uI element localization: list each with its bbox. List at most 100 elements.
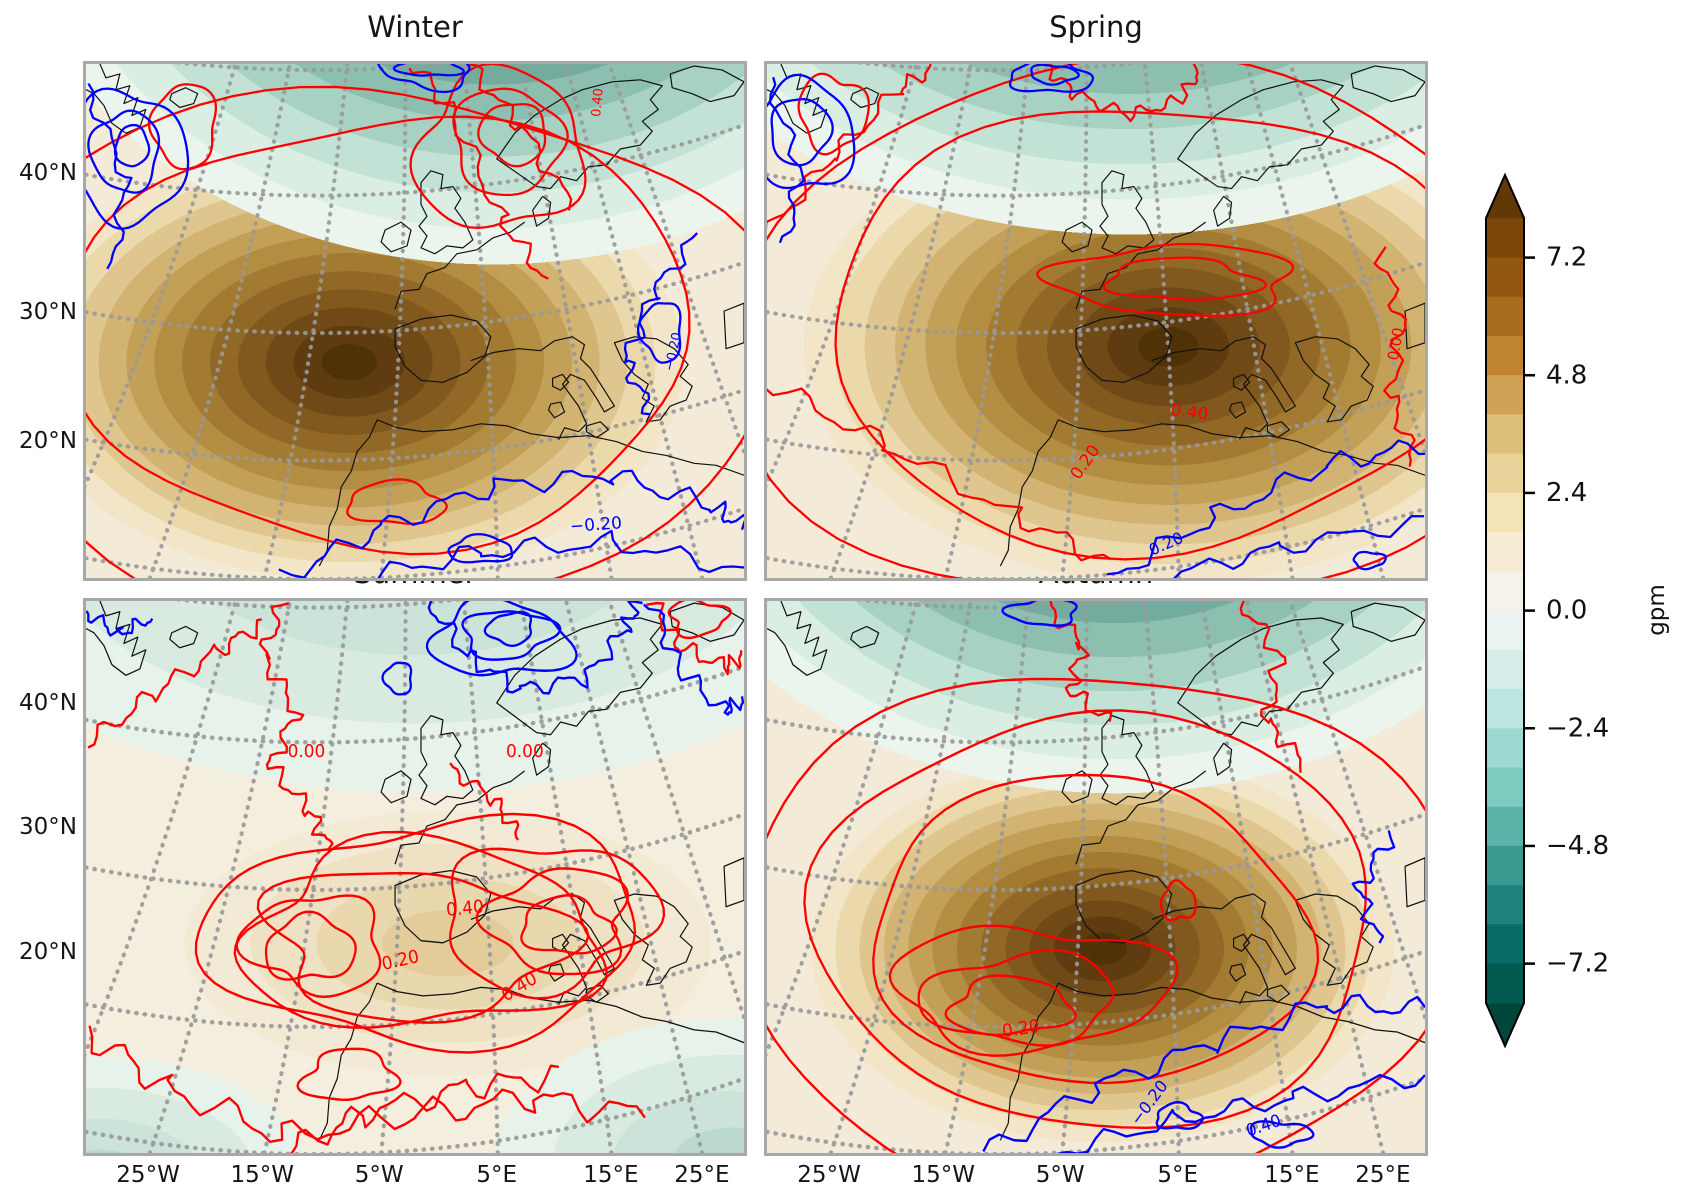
red-contour-line [235, 894, 382, 999]
summer-map: 0.00 0.000.400.400.20 [86, 601, 744, 1153]
red-contour-line [86, 115, 691, 556]
x-tick-label: 5°E [1157, 1162, 1198, 1188]
red-contour-line [233, 830, 608, 1029]
blue-contour-line [87, 109, 161, 194]
blue-contour-line [1056, 1073, 1425, 1153]
colorbar-tick-label: −4.8 [1546, 831, 1609, 861]
red-contour-line [917, 948, 1115, 1047]
colorbar-gradient [1486, 175, 1524, 1046]
contour-label: 0.00 [1384, 326, 1408, 362]
red-contour-line [1036, 242, 1295, 317]
map-panel-spring: 0.40 0.20 0.00 0.20 [764, 61, 1428, 581]
red-contour-line [449, 762, 520, 841]
blue-contour-line [86, 610, 154, 637]
x-tick-label: 5°W [1035, 1162, 1085, 1188]
panel-title-spring: Spring [1049, 10, 1143, 44]
red-contour-line [944, 974, 1077, 1037]
colorbar-tick-label: 7.2 [1546, 243, 1587, 273]
correlation-contours [86, 601, 744, 1153]
spring-map: 0.400.200.000.20 [767, 64, 1425, 578]
graticule-gridlines [767, 64, 1425, 578]
x-tick-label: 15°E [1264, 1162, 1320, 1188]
x-tick-label: 15°E [583, 1162, 639, 1188]
red-contour-line [409, 64, 587, 230]
blue-contour-line [767, 73, 856, 190]
blue-contour-line [1030, 64, 1080, 86]
contour-label: 0.00 [288, 741, 326, 762]
red-contour-line [1048, 601, 1113, 722]
blue-contour-line [636, 302, 682, 364]
red-contour-line [767, 677, 1425, 1153]
red-contour-line [475, 867, 630, 976]
x-tick-label: 15°W [911, 1162, 976, 1188]
colorbar-tick-label: 4.8 [1546, 360, 1587, 390]
red-contour-line [1159, 879, 1197, 922]
panel-title-winter: Winter [367, 10, 463, 44]
blue-contour-line [427, 601, 643, 695]
x-tick-label: 25°W [116, 1162, 180, 1188]
red-contour-line [667, 601, 732, 640]
colorbar-tick-label: −2.4 [1546, 713, 1609, 743]
red-contour-line [448, 847, 666, 1000]
blue-contour-line [1351, 830, 1396, 944]
blue-contour-line [392, 64, 465, 77]
y-tick-label: 40°N [19, 689, 77, 716]
y-tick-label: 30°N [19, 814, 77, 841]
y-tick-label: 40°N [19, 160, 77, 187]
red-contour-line [1102, 256, 1268, 301]
red-contour-line [87, 618, 262, 749]
red-contour-line [194, 812, 637, 1054]
autumn-map: 0.20−0.20 0.40 [767, 601, 1425, 1153]
red-contour-line [258, 602, 334, 852]
contour-label: −0.20 [569, 512, 622, 535]
blue-contour-line [770, 98, 834, 167]
contour-label: 0.40 [445, 897, 484, 921]
colorbar-tick-label: 0.0 [1546, 596, 1587, 626]
blue-contour-line [377, 64, 471, 94]
x-tick-label: 25°W [797, 1162, 861, 1188]
blue-contour-line [1008, 64, 1095, 93]
correlation-contours [767, 64, 1425, 578]
x-tick-label: 25°E [1355, 1162, 1411, 1188]
blue-contour-line [381, 661, 413, 696]
red-contour-line [86, 85, 744, 578]
y-tick-label: 30°N [19, 299, 77, 326]
red-contour-line [520, 894, 618, 955]
colorbar-unit-label: gpm [1644, 584, 1670, 636]
winter-map: −0.20−0.200.40 [86, 64, 744, 578]
map-panel-winter: −0.20 −0.20 0.40 [83, 61, 747, 581]
y-tick-label: 20°N [19, 427, 77, 454]
red-contour-line [88, 1025, 646, 1144]
blue-contour-line [113, 123, 151, 168]
red-contour-line [477, 103, 547, 168]
red-contour-line [803, 709, 1368, 1130]
map-panel-autumn: 0.20 −0.20 0.40 [764, 598, 1428, 1156]
red-contour-line [1045, 64, 1199, 123]
x-tick-label: 5°E [476, 1162, 517, 1188]
blue-contour-line [461, 610, 562, 661]
red-contour-line [767, 64, 932, 230]
colorbar-tick-label: −7.2 [1546, 949, 1609, 979]
blue-contour-line [1001, 601, 1078, 627]
blue-contour-line [982, 993, 1425, 1153]
colorbar: 7.2 4.8 2.4 0.0 −2.4 −4.8 −7.2 gpm [1485, 172, 1670, 1049]
y-tick-label: 20°N [19, 938, 77, 965]
x-tick-label: 15°W [230, 1162, 295, 1188]
blue-contour-line [87, 82, 133, 270]
blue-contour-line [1155, 1101, 1205, 1130]
x-tick-label: 25°E [674, 1162, 730, 1188]
colorbar-outline [1485, 172, 1525, 1049]
red-contour-line [296, 1047, 402, 1102]
graticule-gridlines [767, 601, 1425, 1153]
red-contour-line [797, 72, 871, 156]
blue-contour-line [1106, 439, 1425, 576]
map-panel-summer: 0.00 0.00 0.40 0.40 0.20 [83, 598, 747, 1156]
red-contour-line [467, 64, 573, 211]
red-contour-line [767, 64, 1425, 578]
correlation-contours [767, 601, 1425, 1153]
red-contour-line [264, 910, 357, 981]
blue-contour-line [86, 87, 190, 230]
red-contour-line [147, 83, 218, 171]
red-contour-line [888, 924, 1179, 1057]
